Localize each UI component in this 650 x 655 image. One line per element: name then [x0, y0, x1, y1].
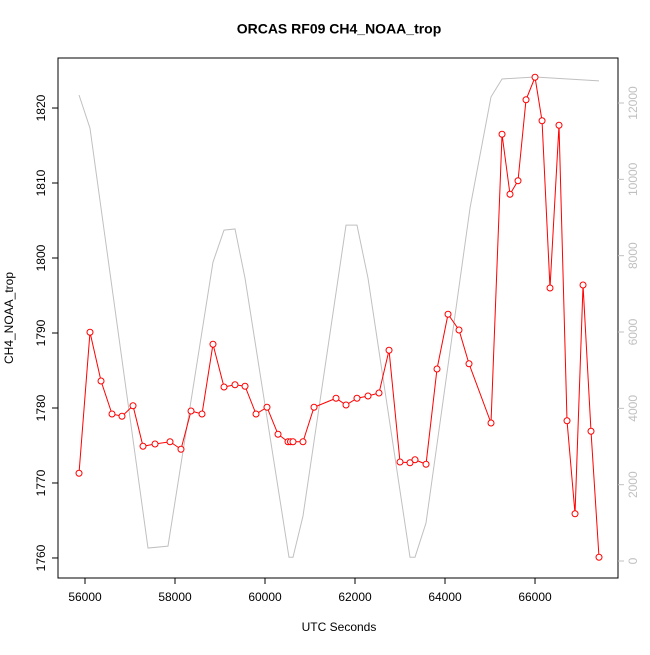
data-point: [241, 382, 249, 390]
data-point: [209, 340, 217, 348]
x-tick-label: 60000: [248, 590, 282, 604]
y2-tick-label: 2000: [626, 471, 640, 498]
data-point: [129, 402, 137, 410]
data-point: [444, 310, 452, 318]
x-tick-label: 56000: [68, 590, 102, 604]
data-point: [151, 440, 159, 448]
x-tick-label: 64000: [428, 590, 462, 604]
data-point: [498, 130, 506, 138]
data-point: [299, 438, 307, 446]
data-point: [252, 410, 260, 418]
y-tick-label: 1780: [34, 394, 48, 421]
data-point: [396, 458, 404, 466]
data-point: [263, 403, 271, 411]
data-point: [411, 456, 419, 464]
data-point: [385, 346, 393, 354]
data-point: [579, 281, 587, 289]
data-point: [139, 442, 147, 450]
data-point: [555, 121, 563, 129]
data-point: [86, 328, 94, 336]
plot-box: [57, 57, 619, 579]
y-tick-label: 1760: [34, 544, 48, 571]
y2-tick-label: 8000: [626, 242, 640, 269]
y2-tick-label: 0: [626, 557, 640, 564]
x-axis-label: UTC Seconds: [302, 620, 377, 634]
data-point: [571, 510, 579, 518]
data-point: [220, 383, 228, 391]
data-point: [177, 445, 185, 453]
data-point: [406, 459, 414, 467]
data-point: [118, 412, 126, 420]
data-point: [166, 438, 174, 446]
data-point: [465, 360, 473, 368]
y-tick-label: 1820: [34, 94, 48, 121]
data-point: [531, 73, 539, 81]
data-point: [75, 469, 83, 477]
data-point: [231, 381, 239, 389]
x-tick-label: 66000: [518, 590, 552, 604]
data-point: [487, 419, 495, 427]
data-point: [108, 410, 116, 418]
y-tick-label: 1800: [34, 244, 48, 271]
data-point: [310, 403, 318, 411]
data-point: [342, 401, 350, 409]
y-tick-label: 1790: [34, 319, 48, 346]
data-point: [187, 407, 195, 415]
x-tick-label: 58000: [158, 590, 192, 604]
data-point: [375, 389, 383, 397]
data-point: [198, 410, 206, 418]
data-point: [364, 392, 372, 400]
chart-title: ORCAS RF09 CH4_NOAA_trop: [237, 21, 442, 37]
data-point: [506, 190, 514, 198]
y2-tick-label: 12000: [626, 86, 640, 120]
series-line: [78, 75, 600, 558]
data-point: [455, 326, 463, 334]
data-point: [274, 430, 282, 438]
y-axis-label: CH4_NOAA_trop: [2, 272, 16, 364]
data-point: [332, 394, 340, 402]
data-point: [538, 117, 546, 125]
data-point: [422, 460, 430, 468]
data-point: [433, 365, 441, 373]
series-line: [78, 76, 600, 558]
y-tick-label: 1810: [34, 169, 48, 196]
y2-tick-label: 10000: [626, 162, 640, 196]
y2-tick-label: 4000: [626, 395, 640, 422]
data-point: [587, 427, 595, 435]
y-tick-label: 1770: [34, 469, 48, 496]
data-point: [546, 284, 554, 292]
data-point: [595, 553, 603, 561]
x-tick-label: 62000: [338, 590, 372, 604]
data-point: [563, 417, 571, 425]
data-point: [289, 438, 297, 446]
y2-tick-label: 6000: [626, 318, 640, 345]
data-point: [353, 394, 361, 402]
data-point: [522, 96, 530, 104]
data-point: [97, 377, 105, 385]
data-point: [514, 177, 522, 185]
